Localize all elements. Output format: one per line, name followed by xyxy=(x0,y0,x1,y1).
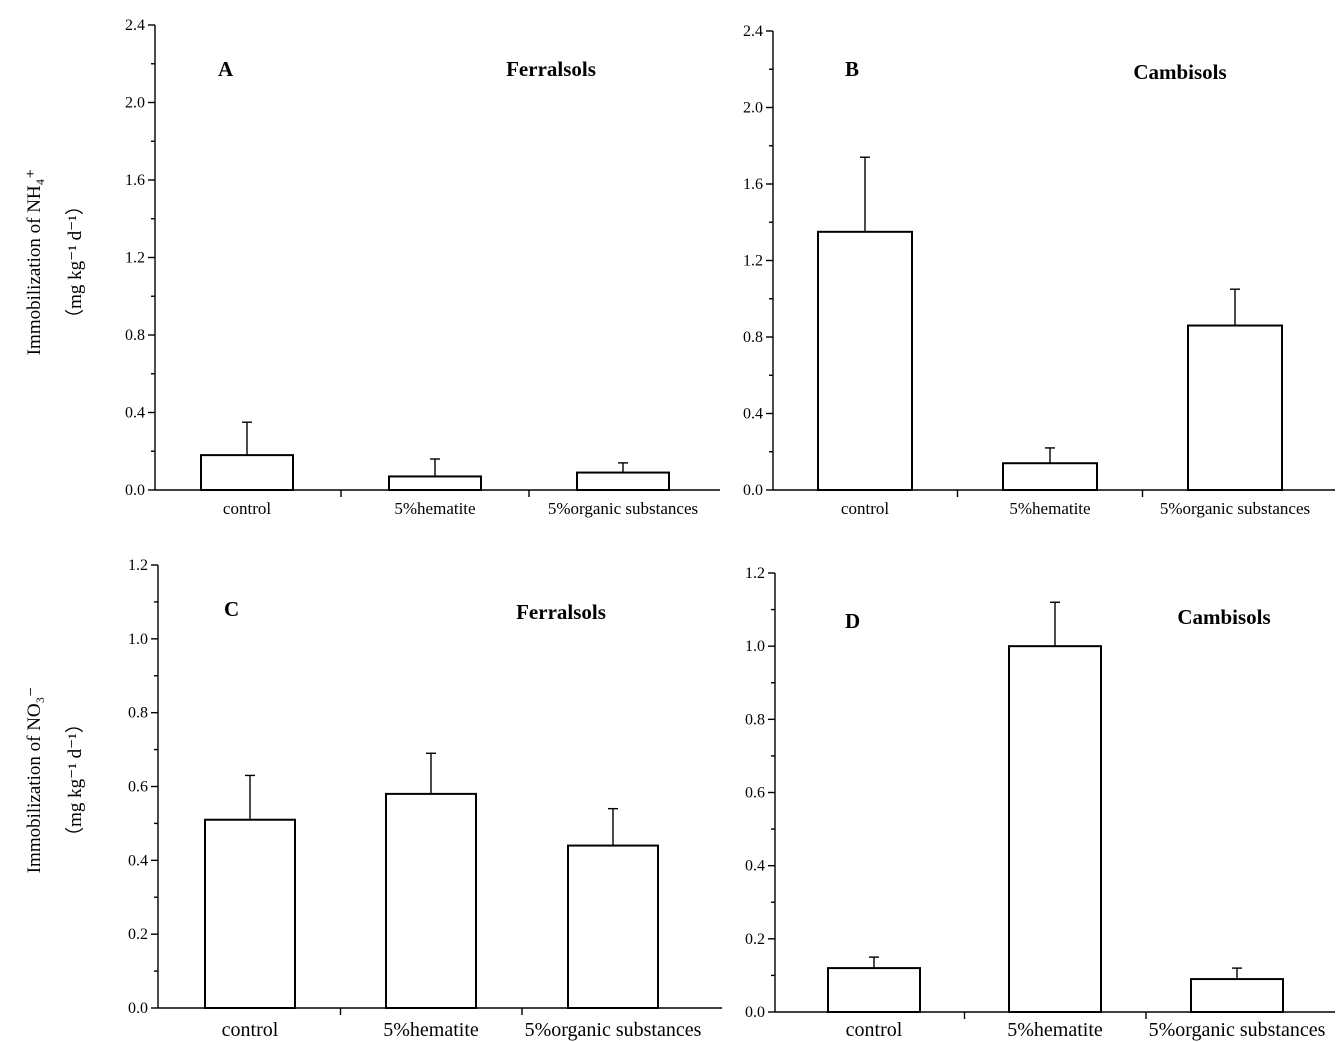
bar-c-1 xyxy=(204,818,296,1009)
y-tick-label-a: 0.0 xyxy=(125,482,145,499)
bar-b-2 xyxy=(1002,462,1098,492)
panel-letter-a: A xyxy=(218,57,234,81)
bar-d-1 xyxy=(827,967,921,1013)
category-label-a-3: 5%organic substances xyxy=(548,499,698,518)
category-label-a-2: 5%hematite xyxy=(394,499,475,518)
panel-b: 0.0 0.4 0.8 1.2 1.6 2.0 2.4 control 5%hematite 5%… xyxy=(743,23,1335,518)
bar-b-3 xyxy=(1187,324,1283,491)
y-axis-units-bottom: （mg kg⁻¹ d⁻¹） xyxy=(64,714,86,846)
category-label-d-1: control xyxy=(846,1019,903,1041)
y-axis-title-top-line1: Immobilization of NH₄⁺ xyxy=(24,169,45,356)
y-tick-label-d: 1.2 xyxy=(745,565,765,582)
bar-d-3 xyxy=(1190,978,1284,1014)
y-tick-label-a: 0.4 xyxy=(125,405,145,422)
bar-d-2 xyxy=(1008,645,1102,1014)
y-tick-label-b: 2.0 xyxy=(743,100,763,117)
panel-d: 0.0 0.2 0.4 0.6 0.8 1.0 1.2 control 5%hematite 5%… xyxy=(745,565,1335,1041)
y-tick-label-d: 0.4 xyxy=(745,858,765,875)
bar-a-3 xyxy=(576,471,670,491)
bar-a-1 xyxy=(200,454,294,491)
y-axis-title-top-line2: （mg kg⁻¹ d⁻¹） xyxy=(64,196,86,328)
y-tick-label-a: 1.6 xyxy=(125,172,145,189)
category-label-d-2: 5%hematite xyxy=(1007,1019,1103,1041)
panel-letter-b: B xyxy=(845,57,859,81)
y-tick-label-b: 0.8 xyxy=(743,329,763,346)
y-tick-label-a: 2.0 xyxy=(125,95,145,112)
y-tick-label-d: 0.6 xyxy=(745,785,765,802)
category-label-a-1: control xyxy=(223,499,271,518)
soil-type-label-b: Cambisols xyxy=(1133,60,1226,84)
soil-type-label-d: Cambisols xyxy=(1177,605,1270,629)
y-axis-title-bottom: Immobilization of NO₃⁻ xyxy=(24,687,45,874)
y-tick-label-a: 2.4 xyxy=(125,17,145,34)
y-tick-label-d: 0.8 xyxy=(745,711,765,728)
bar-c-3 xyxy=(567,844,659,1009)
bar-a-2 xyxy=(388,475,482,491)
category-label-b-1: control xyxy=(841,499,889,518)
y-tick-label-c: 0.6 xyxy=(128,779,148,796)
y-tick-label-d: 1.0 xyxy=(745,638,765,655)
category-label-b-2: 5%hematite xyxy=(1009,499,1090,518)
category-label-d-3: 5%organic substances xyxy=(1149,1019,1326,1041)
category-label-c-2: 5%hematite xyxy=(383,1019,479,1041)
y-axis-title-bottom-line2: （mg kg⁻¹ d⁻¹） xyxy=(64,714,86,846)
y-tick-label-b: 2.4 xyxy=(743,23,763,40)
category-label-c-3: 5%organic substances xyxy=(525,1019,702,1041)
panel-a: 0.0 0.4 0.8 1.2 1.6 2.0 2.4 control 5%hematite 5%… xyxy=(125,17,720,518)
y-tick-label-d: 0.0 xyxy=(745,1004,765,1021)
y-axis-units-top: （mg kg⁻¹ d⁻¹） xyxy=(64,196,86,328)
y-tick-label-b: 1.2 xyxy=(743,253,763,270)
bar-c-2 xyxy=(385,792,477,1010)
y-tick-label-c: 0.0 xyxy=(128,1000,148,1017)
y-tick-label-a: 1.2 xyxy=(125,250,145,267)
category-label-c-1: control xyxy=(222,1019,279,1041)
panel-letter-c: C xyxy=(224,597,239,621)
y-axis-title-bottom-line1: Immobilization of NO₃⁻ xyxy=(24,687,45,874)
panel-letter-d: D xyxy=(845,609,860,633)
y-tick-label-c: 1.2 xyxy=(128,557,148,574)
y-tick-label-c: 1.0 xyxy=(128,631,148,648)
y-tick-label-c: 0.8 xyxy=(128,705,148,722)
y-axis-title-top: Immobilization of NH₄⁺ xyxy=(24,169,45,356)
bar-b-1 xyxy=(817,230,913,491)
soil-type-label-a: Ferralsols xyxy=(506,57,596,81)
y-tick-label-b: 0.4 xyxy=(743,406,763,423)
y-tick-label-a: 0.8 xyxy=(125,327,145,344)
y-tick-label-b: 1.6 xyxy=(743,176,763,193)
y-tick-label-c: 0.4 xyxy=(128,852,148,869)
y-tick-label-b: 0.0 xyxy=(743,482,763,499)
category-label-b-3: 5%organic substances xyxy=(1160,499,1310,518)
panel-c: 0.0 0.2 0.4 0.6 0.8 1.0 1.2 control 5%hematite 5%… xyxy=(128,557,722,1041)
y-tick-label-d: 0.2 xyxy=(745,931,765,948)
soil-type-label-c: Ferralsols xyxy=(516,600,606,624)
y-tick-label-c: 0.2 xyxy=(128,926,148,943)
